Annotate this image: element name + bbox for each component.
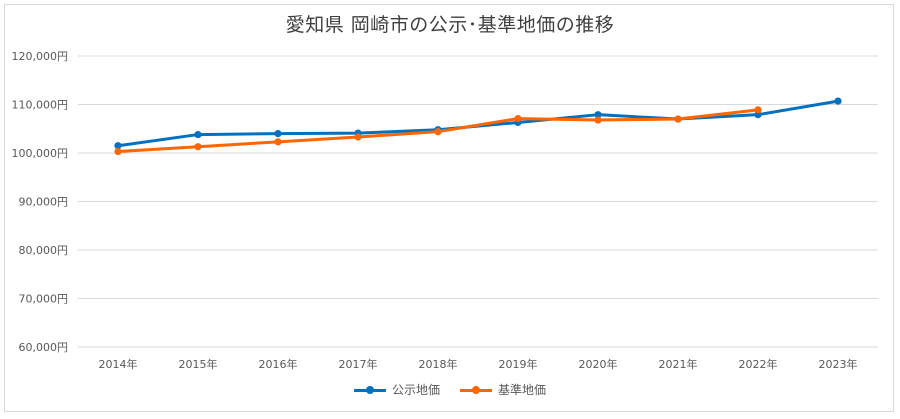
- legend-swatch-series-1: [353, 384, 386, 396]
- series-2-point[interactable]: [434, 128, 442, 136]
- y-tick-label: 100,000円: [12, 147, 69, 160]
- legend-item-series-1[interactable]: 公示地価: [353, 381, 440, 398]
- series-1-point[interactable]: [194, 130, 202, 139]
- series-2-point[interactable]: [594, 116, 602, 124]
- y-tick-label: 110,000円: [12, 99, 69, 112]
- x-tick-label: 2019年: [499, 357, 538, 371]
- y-tick-label: 120,000円: [12, 50, 69, 63]
- x-tick-label: 2017年: [339, 357, 378, 371]
- x-tick-label: 2015年: [179, 357, 218, 371]
- chart-title: 愛知県 岡崎市の公示･基準地価の推移: [285, 14, 615, 36]
- x-axis-tick-labels: 2014年 2015年 2016年 2017年 2018年 2019年 2020年 2021年…: [99, 357, 858, 371]
- series-1-point[interactable]: [834, 97, 842, 105]
- series-2-point[interactable]: [114, 147, 122, 156]
- series-1-point[interactable]: [114, 142, 122, 150]
- y-axis-tick-labels: 60,000円 70,000円 80,000円 90,000円 100,000円 110,…: [12, 50, 69, 354]
- series-1-point[interactable]: [274, 130, 282, 138]
- x-tick-label: 2016年: [259, 357, 298, 371]
- x-tick-label: 2018年: [419, 357, 458, 371]
- y-tick-label: 60,000円: [19, 341, 69, 354]
- y-tick-label: 90,000円: [19, 196, 69, 209]
- series-2-point[interactable]: [354, 133, 362, 141]
- legend-label-series-1: 公示地価: [391, 383, 440, 397]
- series-2-point[interactable]: [754, 106, 762, 114]
- series-2-point[interactable]: [274, 138, 282, 146]
- chart-frame: [4, 4, 894, 412]
- y-tick-label: 70,000円: [19, 293, 69, 306]
- series-2-point[interactable]: [514, 114, 522, 123]
- legend-swatch-series-2: [460, 384, 492, 396]
- series-1-point[interactable]: [594, 111, 602, 119]
- series-2-point[interactable]: [674, 115, 682, 123]
- y-tick-label: 80,000円: [19, 244, 69, 257]
- series-line-1: [117, 99, 839, 148]
- legend-label-series-2: 基準地価: [498, 383, 547, 397]
- legend-item-series-2[interactable]: 基準地価: [460, 381, 546, 398]
- series: [114, 97, 842, 156]
- series-2-point[interactable]: [194, 143, 202, 151]
- x-tick-label: 2020年: [579, 357, 618, 371]
- x-tick-label: 2014年: [99, 357, 138, 371]
- x-tick-label: 2022年: [739, 357, 778, 371]
- x-tick-label: 2023年: [819, 357, 858, 371]
- legend: 公示地価 基準地価: [0, 381, 900, 398]
- x-tick-label: 2021年: [659, 357, 698, 371]
- gridlines: [78, 55, 878, 348]
